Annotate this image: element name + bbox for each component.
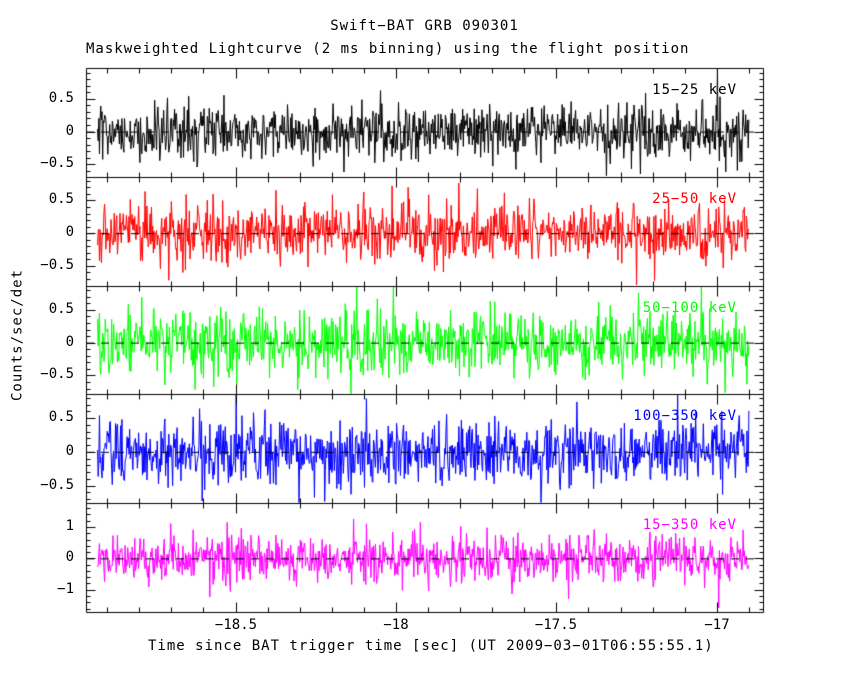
y-tick-label-panel1-0: 0 [65, 123, 74, 139]
energy-band-label-15-350-keV: 15−350 keV [642, 517, 737, 533]
x-tick-label-18: −18 [383, 617, 409, 633]
x-tick-label-17: −17 [704, 617, 730, 633]
energy-band-label-25-50-keV: 25−50 keV [652, 191, 737, 207]
figure-subtitle: Maskweighted Lightcurve (2 ms binning) u… [86, 41, 690, 57]
y-tick-label-panel5-0: 0 [65, 549, 74, 565]
y-tick-label-panel4-0.5: −0.5 [40, 477, 74, 493]
y-tick-label-panel2-0: 0 [65, 224, 74, 240]
y-tick-label-panel4-0.5: 0.5 [48, 409, 74, 425]
x-tick-label-18.5: −18.5 [214, 617, 258, 633]
y-tick-label-panel5-1: −1 [57, 581, 74, 597]
x-axis-title: Time since BAT trigger time [sec] (UT 20… [148, 638, 714, 654]
energy-band-label-15-25-keV: 15−25 keV [652, 82, 737, 98]
x-tick-label-17.5: −17.5 [534, 617, 578, 633]
y-tick-label-panel2-0.5: 0.5 [48, 191, 74, 207]
y-tick-label-panel3-0.5: −0.5 [40, 366, 74, 382]
y-tick-label-panel1-0.5: 0.5 [48, 90, 74, 106]
y-tick-label-panel4-0: 0 [65, 443, 74, 459]
figure-title: Swift−BAT GRB 090301 [330, 18, 519, 34]
y-tick-label-panel3-0: 0 [65, 334, 74, 350]
y-tick-label-panel3-0.5: 0.5 [48, 301, 74, 317]
y-tick-label-panel5-1: 1 [65, 518, 74, 534]
energy-band-label-100-350-keV: 100−350 keV [633, 408, 737, 424]
y-tick-label-panel2-0.5: −0.5 [40, 257, 74, 273]
energy-band-label-50-100-keV: 50−100 keV [642, 300, 737, 316]
y-tick-label-panel1-0.5: −0.5 [40, 155, 74, 171]
